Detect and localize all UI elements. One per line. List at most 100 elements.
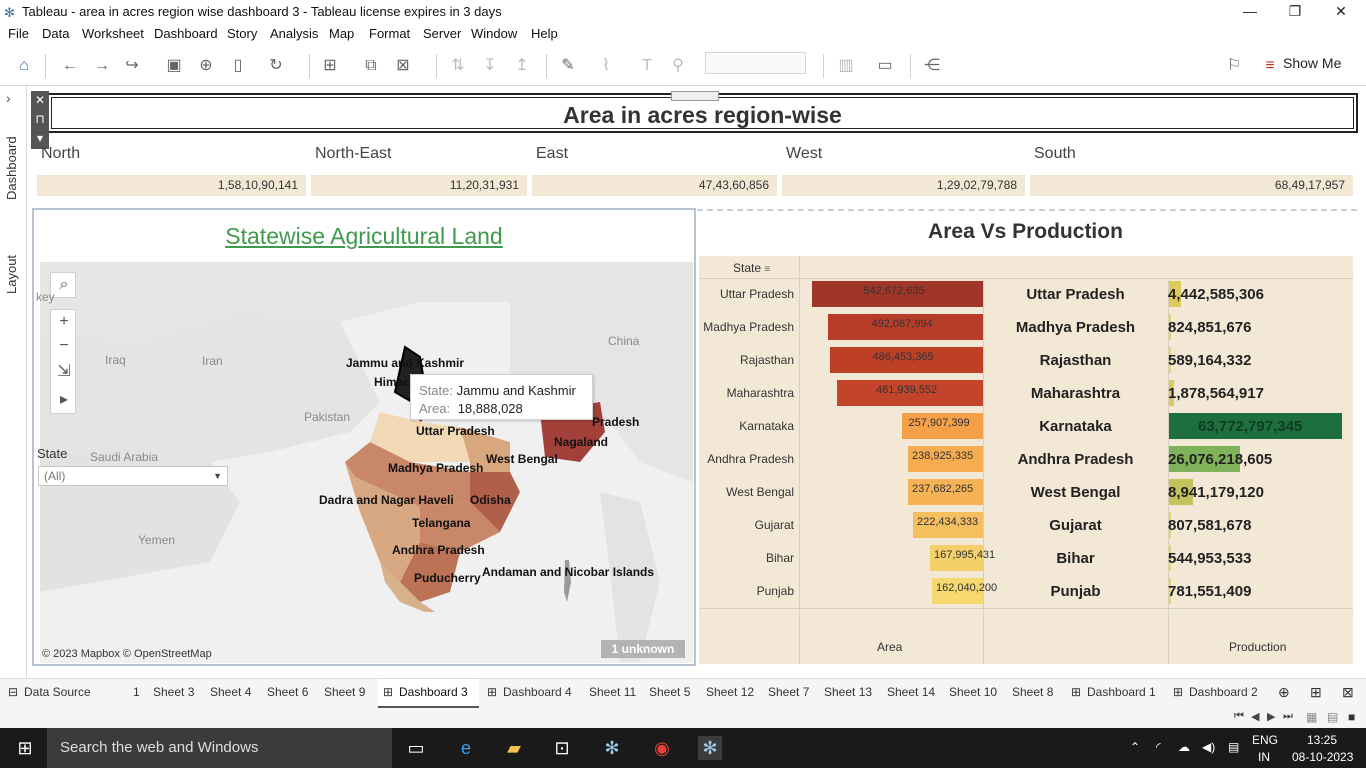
area-value-label[interactable]: 461,939,552 <box>876 384 938 396</box>
cloud-icon[interactable]: ☁ <box>1178 740 1190 754</box>
tab-sheet-6[interactable]: Sheet 6 <box>267 685 309 699</box>
tableau-taskbar-icon[interactable]: ✻ <box>604 738 620 758</box>
state-column-header[interactable]: State ≡ <box>733 261 770 275</box>
state-maharashtra[interactable] <box>345 462 420 582</box>
area-value-label[interactable]: 486,453,365 <box>872 351 934 363</box>
state-name-text[interactable]: Karnataka <box>1039 418 1112 435</box>
taskbar-search[interactable]: Search the web and Windows <box>47 728 392 768</box>
new-story-tab-icon[interactable]: ⊠ <box>1342 684 1354 700</box>
tab-dashboard-2[interactable]: Dashboard 2 <box>1189 685 1258 699</box>
production-value-label[interactable]: 4,442,585,306 <box>1168 286 1264 303</box>
last-sheet-icon[interactable]: ⏭ <box>1283 710 1293 722</box>
volume-icon[interactable]: ◀) <box>1202 740 1216 754</box>
india-map[interactable]: ⌕ + − ⇲ ▸ <box>40 262 693 663</box>
state-name-text[interactable]: Gujarat <box>1049 517 1102 534</box>
replay-icon[interactable]: ↪ <box>125 57 139 74</box>
sort-descending-icon[interactable]: ↥ <box>515 57 529 74</box>
map-search-control[interactable]: ⌕ <box>50 272 76 298</box>
share-icon[interactable]: ⋲ <box>924 57 940 74</box>
menu-server[interactable]: Server <box>423 26 462 41</box>
production-bar[interactable] <box>1169 380 1174 406</box>
sort-icon[interactable]: ≡ <box>764 264 771 275</box>
zoom-out-icon[interactable]: − <box>59 337 69 354</box>
home-icon[interactable]: ⌂ <box>19 57 29 74</box>
refresh-icon[interactable]: ↻ <box>269 57 283 74</box>
production-bar[interactable] <box>1169 545 1171 571</box>
pause-updates-icon[interactable]: ▯ <box>233 57 243 74</box>
tab-sheet-8[interactable]: Sheet 8 <box>1012 685 1054 699</box>
search-icon[interactable]: ⌕ <box>59 276 69 293</box>
area-value-label[interactable]: 237,682,265 <box>912 483 974 495</box>
production-bar[interactable] <box>1169 479 1193 505</box>
menu-file[interactable]: File <box>8 26 29 41</box>
area-bar[interactable] <box>828 314 983 340</box>
new-dashboard-tab-icon[interactable]: ⊞ <box>1310 684 1322 700</box>
state-row-label[interactable]: Uttar Pradesh <box>719 287 794 301</box>
production-value-label[interactable]: 63,772,797,345 <box>1198 418 1303 435</box>
area-bar[interactable] <box>932 578 983 604</box>
tab-sheet-14[interactable]: Sheet 14 <box>887 685 936 699</box>
production-bar[interactable] <box>1169 347 1171 373</box>
menu-window[interactable]: Window <box>471 26 518 41</box>
dashboard-side-tab[interactable]: Dashboard <box>4 136 19 200</box>
clock-time[interactable]: 13:25 <box>1307 733 1338 747</box>
production-value-label[interactable]: 26,076,218,605 <box>1168 451 1273 468</box>
redo-icon[interactable]: → <box>94 57 110 74</box>
close-button[interactable]: ✕ <box>1335 3 1347 19</box>
state-row-label[interactable]: Andhra Pradesh <box>707 452 794 466</box>
tab-1[interactable]: 1 <box>133 685 140 699</box>
area-bar[interactable] <box>930 545 983 571</box>
pin-icon[interactable]: ⚲ <box>672 57 684 74</box>
tab-sheet-12[interactable]: Sheet 12 <box>706 685 755 699</box>
production-value-label[interactable]: 1,878,564,917 <box>1168 385 1264 402</box>
tab-sheet-10[interactable]: Sheet 10 <box>949 685 998 699</box>
highlight-icon[interactable]: ✎ <box>561 57 575 74</box>
region-value-east[interactable]: 47,43,60,856 <box>532 175 777 196</box>
state-row-label[interactable]: Punjab <box>756 584 794 598</box>
menu-dashboard[interactable]: Dashboard <box>154 26 218 41</box>
state-telangana-andhra[interactable] <box>400 542 460 602</box>
state-uttar-pradesh[interactable] <box>460 427 510 472</box>
format-painter-icon[interactable]: ⚐ <box>1226 57 1242 74</box>
fit-icon[interactable]: ▥ <box>838 57 854 74</box>
windows-start-icon[interactable]: ⊞ <box>17 738 33 758</box>
edge-icon[interactable]: e <box>460 738 471 758</box>
state-madhya-pradesh[interactable] <box>345 442 470 507</box>
tab-sheet-13[interactable]: Sheet 13 <box>824 685 873 699</box>
state-name-text[interactable]: West Bengal <box>1030 484 1121 501</box>
unknown-indicator[interactable]: 1 unknown <box>601 640 685 658</box>
state-filter-dropdown[interactable]: (All) ▼ <box>38 466 228 486</box>
tab-dashboard-4[interactable]: Dashboard 4 <box>503 685 572 699</box>
presentation-icon[interactable]: ▭ <box>877 57 893 74</box>
state-row-label[interactable]: Karnataka <box>739 419 794 433</box>
state-name-text[interactable]: Andhra Pradesh <box>1017 451 1134 468</box>
new-worksheet-icon[interactable]: ⊞ <box>323 57 337 74</box>
production-bar[interactable] <box>1169 578 1171 604</box>
menu-story[interactable]: Story <box>227 26 258 41</box>
production-value-label[interactable]: 589,164,332 <box>1168 352 1252 369</box>
first-sheet-icon[interactable]: ⏮ <box>1234 710 1244 722</box>
state-karnataka[interactable] <box>380 562 435 612</box>
region-value-south[interactable]: 68,49,17,957 <box>1030 175 1353 196</box>
reset-zoom-icon[interactable]: ⇲ <box>57 363 71 380</box>
language-top[interactable]: ENG <box>1252 733 1279 747</box>
tab-dashboard-3[interactable]: Dashboard 3 <box>399 685 468 699</box>
clear-sheet-icon[interactable]: ⊠ <box>396 57 410 74</box>
pan-tool-icon[interactable]: ▸ <box>59 391 69 408</box>
tab-sheet-9[interactable]: Sheet 9 <box>324 685 366 699</box>
state-row-label[interactable]: Rajasthan <box>739 353 794 367</box>
sort-ascending-icon[interactable]: ↧ <box>483 57 497 74</box>
minimize-button[interactable]: — <box>1243 3 1257 19</box>
task-view-icon[interactable]: ▭ <box>407 738 425 758</box>
new-datasource-icon[interactable]: ⊕ <box>199 57 213 74</box>
state-odisha[interactable] <box>420 502 500 552</box>
production-bar[interactable] <box>1169 413 1342 439</box>
state-north-west[interactable] <box>370 412 470 462</box>
show-me-button[interactable]: Show Me <box>1283 55 1342 71</box>
restore-button[interactable]: ❐ <box>1288 3 1302 19</box>
tab-data-source[interactable]: Data Source <box>24 685 91 699</box>
move-handle[interactable] <box>671 91 719 101</box>
tab-sheet-11[interactable]: Sheet 11 <box>589 685 637 699</box>
labels-icon[interactable]: T <box>642 57 652 74</box>
swap-icon[interactable]: ⇅ <box>451 57 465 74</box>
